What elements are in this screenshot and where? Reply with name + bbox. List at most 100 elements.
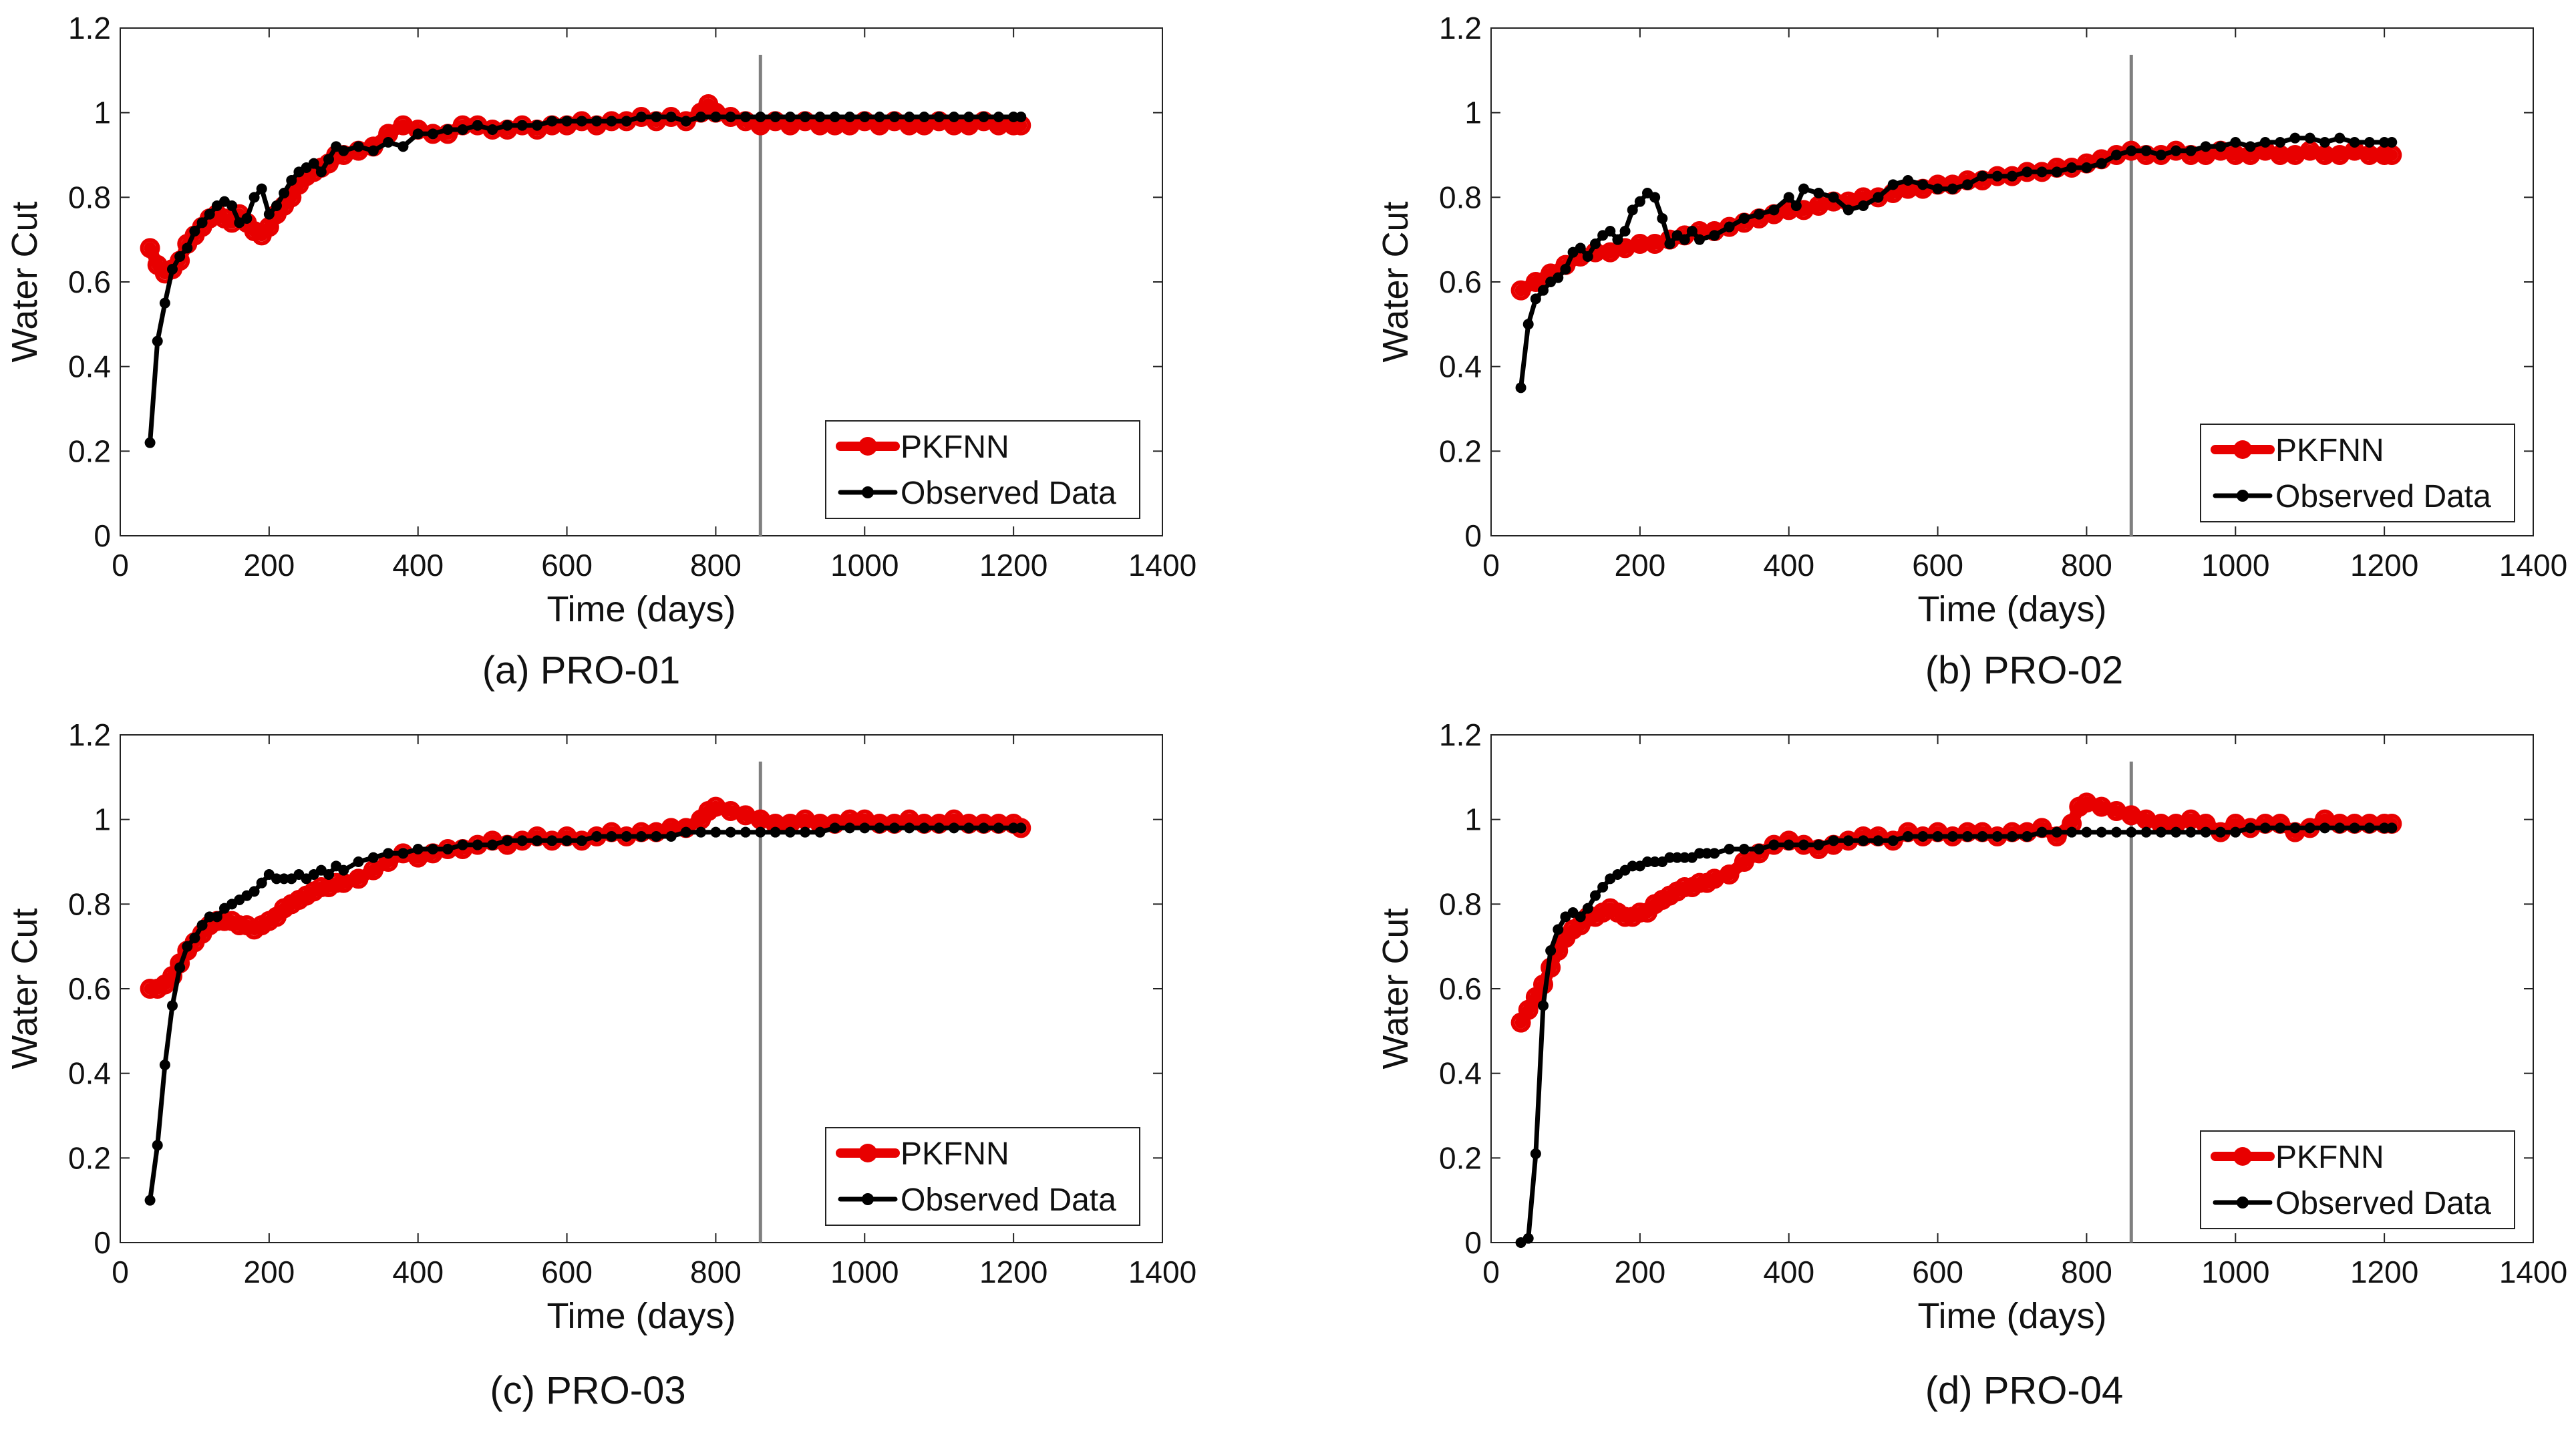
- observed-point: [2155, 150, 2166, 160]
- observed-point: [665, 831, 677, 842]
- observed-point: [2245, 822, 2256, 834]
- y-tick-label: 0: [1464, 1225, 1482, 1260]
- pkfnn-point: [1525, 272, 1546, 292]
- observed-point: [279, 188, 290, 198]
- observed-point: [2170, 826, 2182, 838]
- x-tick-label: 1000: [830, 548, 899, 583]
- legend-marker-pkfnn: [858, 1144, 877, 1162]
- y-axis-label: Water Cut: [1376, 908, 1416, 1069]
- observed-point: [516, 120, 528, 131]
- observed-point: [1560, 264, 1571, 275]
- observed-point: [1754, 208, 1765, 220]
- observed-point: [1768, 204, 1780, 216]
- observed-point: [2349, 822, 2360, 834]
- observed-point: [1015, 112, 1027, 122]
- observed-point: [725, 112, 736, 122]
- observed-point: [159, 297, 170, 309]
- observed-point: [167, 1000, 178, 1011]
- x-tick-label: 0: [1482, 1255, 1500, 1289]
- observed-point: [323, 869, 334, 880]
- observed-point: [397, 141, 409, 152]
- y-tick-label: 1: [1464, 802, 1482, 837]
- observed-point: [844, 112, 855, 122]
- observed-point: [442, 124, 454, 135]
- observed-point: [710, 112, 721, 122]
- observed-point: [2081, 162, 2092, 173]
- observed-point: [2200, 826, 2211, 838]
- y-tick-label: 0: [1464, 518, 1482, 553]
- observed-point: [249, 886, 260, 897]
- observed-point: [2007, 831, 2018, 842]
- observed-point: [814, 826, 826, 838]
- observed-point: [561, 116, 573, 127]
- observed-point: [725, 826, 736, 838]
- observed-point: [2096, 826, 2107, 838]
- pkfnn-point: [1510, 280, 1531, 301]
- observed-point: [241, 213, 253, 224]
- y-tick-label: 0.2: [68, 1140, 111, 1175]
- observed-point: [636, 112, 647, 122]
- observed-point: [2185, 826, 2197, 838]
- observed-point: [770, 112, 781, 122]
- observed-point: [1694, 848, 1705, 859]
- observed-point: [144, 1194, 156, 1206]
- observed-point: [1754, 844, 1765, 854]
- observed-point: [1619, 226, 1631, 236]
- observed-point: [502, 120, 513, 131]
- observed-point: [532, 120, 542, 131]
- observed-point: [1649, 192, 1661, 203]
- y-axis-label: Water Cut: [1376, 201, 1416, 362]
- observed-point: [182, 941, 193, 952]
- observed-point: [1575, 911, 1586, 923]
- observed-point: [651, 831, 662, 842]
- observed-point: [1671, 852, 1683, 863]
- x-tick-label: 1400: [1128, 1255, 1196, 1289]
- chart-panel-1: 0 200 400 600 800 1000 1200 1400 0 0.2 0.4 0.6 0.8 1 1…: [5, 11, 1196, 692]
- observed-point: [2304, 822, 2315, 834]
- observed-point: [2036, 826, 2048, 838]
- x-axis-label: Time (days): [546, 589, 736, 629]
- observed-point: [1873, 192, 1884, 203]
- observed-point: [204, 911, 215, 923]
- y-tick-label: 0.4: [1439, 1056, 1482, 1091]
- legend-marker-pkfnn: [2233, 440, 2252, 459]
- pkfnn-point: [140, 238, 160, 259]
- observed-point: [904, 112, 915, 122]
- observed-point: [1991, 170, 2003, 182]
- observed-point: [256, 183, 267, 194]
- x-tick-label: 1400: [2499, 1255, 2567, 1289]
- legend-box: [2200, 424, 2515, 522]
- observed-point: [2364, 822, 2375, 834]
- x-tick-label: 200: [243, 548, 295, 583]
- observed-point: [226, 200, 238, 211]
- observed-point: [1694, 234, 1705, 245]
- observed-point: [353, 856, 364, 867]
- observed-point: [1887, 179, 1899, 190]
- legend-marker-observed: [862, 1193, 874, 1205]
- observed-point: [1858, 200, 1869, 211]
- x-tick-label: 1000: [830, 1255, 899, 1289]
- observed-point: [829, 112, 840, 122]
- observed-point: [1679, 234, 1690, 245]
- observed-point: [829, 822, 840, 834]
- observed-point: [1709, 230, 1720, 241]
- legend-box: [825, 1127, 1140, 1226]
- y-tick-label: 0.8: [1439, 887, 1482, 921]
- observed-point: [1932, 831, 1943, 842]
- observed-point: [651, 112, 662, 122]
- observed-point: [472, 120, 483, 131]
- observed-point: [152, 335, 163, 347]
- observed-point: [576, 835, 587, 846]
- observed-point: [1873, 835, 1884, 846]
- legend: PKFNN Observed Data: [2200, 424, 2515, 522]
- panel-caption: (b) PRO-02: [1925, 649, 2124, 692]
- observed-point: [1582, 903, 1593, 914]
- pkfnn-point: [1719, 864, 1740, 885]
- observed-point: [755, 112, 766, 122]
- observed-point: [1657, 213, 1668, 224]
- x-tick-label: 600: [541, 548, 593, 583]
- observed-point: [428, 128, 438, 140]
- observed-point: [740, 826, 751, 838]
- observed-point: [1627, 860, 1638, 872]
